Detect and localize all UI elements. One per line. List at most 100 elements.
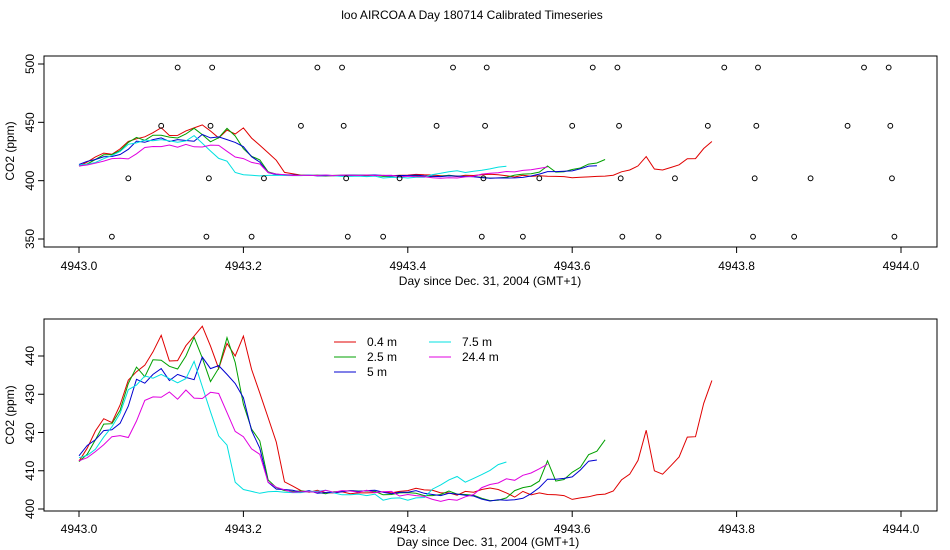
scatter-point <box>207 122 214 129</box>
scatter-point <box>616 122 622 129</box>
scatter-point <box>158 122 165 129</box>
bottom-y-axis: 400 410 420 430 440 <box>23 346 44 519</box>
series-line-0_4m <box>78 325 713 500</box>
x-tick-label: 4944.0 <box>883 522 920 536</box>
legend-label: 2.5 m <box>367 350 397 364</box>
scatter-point <box>298 122 304 129</box>
scatter-point <box>844 122 851 129</box>
scatter-point <box>569 122 576 129</box>
top-plot-frame <box>43 55 938 248</box>
scatter-point <box>480 175 487 182</box>
scatter-point <box>344 233 351 240</box>
legend-label: 0.4 m <box>367 335 397 349</box>
scatter-point <box>108 233 115 240</box>
scatter-point <box>887 122 894 129</box>
scatter-point <box>755 64 761 71</box>
scatter-point <box>614 64 621 71</box>
top-x-axis: 4943.0 4943.2 4943.4 4943.6 4943.8 4944.0 <box>61 247 920 273</box>
scatter-point <box>174 64 181 71</box>
scatter-point <box>519 233 526 240</box>
scatter-point <box>750 233 756 240</box>
top-y-axis-label: CO2 (ppm) <box>3 121 17 180</box>
scatter-point <box>125 175 132 182</box>
scatter-point <box>482 122 488 129</box>
series-line-24_4m <box>78 389 548 502</box>
y-tick-label: 430 <box>23 384 37 404</box>
scatter-point <box>209 64 216 71</box>
scatter-point <box>885 64 892 71</box>
y-tick-label: 500 <box>23 54 37 74</box>
scatter-point <box>672 175 678 182</box>
y-tick-label: 410 <box>23 460 37 480</box>
x-tick-label: 4943.4 <box>389 259 426 273</box>
scatter-point <box>261 175 267 182</box>
scatter-point <box>889 175 895 182</box>
scatter-point <box>203 233 210 240</box>
scatter-point <box>721 64 728 71</box>
y-tick-label: 420 <box>23 422 37 442</box>
bottom-series-lines <box>78 325 713 502</box>
x-tick-label: 4943.4 <box>389 522 426 536</box>
x-tick-label: 4943.6 <box>554 259 591 273</box>
series-line-1 <box>78 127 606 179</box>
scatter-point <box>343 175 350 182</box>
scatter-point <box>314 64 321 71</box>
legend-label: 7.5 m <box>462 335 492 349</box>
y-tick-label: 350 <box>23 229 37 249</box>
series-line-0 <box>78 124 713 179</box>
y-tick-label: 400 <box>23 499 37 519</box>
scatter-point <box>619 233 626 240</box>
scatter-point <box>617 175 624 182</box>
scatter-point <box>205 175 212 182</box>
x-tick-label: 4943.0 <box>61 259 98 273</box>
top-panel: 4943.0 4943.2 4943.4 4943.6 4943.8 4944.0 350… <box>3 54 938 288</box>
legend: 0.4 m2.5 m5 m 7.5 m24.4 m <box>334 335 499 379</box>
scatter-point <box>704 122 711 129</box>
top-y-axis: 350 400 450 500 <box>23 54 44 249</box>
top-x-axis-label: Day since Dec. 31, 2004 (GMT+1) <box>399 274 581 288</box>
x-tick-label: 4944.0 <box>883 259 920 273</box>
legend-label: 5 m <box>367 365 387 379</box>
series-line-5m <box>78 356 597 502</box>
figure-title: loo AIRCOA A Day 180714 Calibrated Times… <box>341 8 602 22</box>
scatter-point <box>536 175 543 182</box>
scatter-point <box>340 122 347 129</box>
x-tick-label: 4943.2 <box>225 522 262 536</box>
y-tick-label: 400 <box>23 170 37 190</box>
scatter-point <box>807 175 814 182</box>
top-series-lines <box>78 124 713 179</box>
x-tick-label: 4943.8 <box>718 522 755 536</box>
scatter-point <box>450 64 456 71</box>
scatter-point <box>433 122 440 129</box>
series-line-2 <box>78 133 597 179</box>
scatter-point <box>791 233 798 240</box>
bottom-plot-frame <box>43 318 938 512</box>
scatter-point <box>339 64 345 71</box>
series-line-2_5m <box>78 335 606 502</box>
bottom-y-axis-label: CO2 (ppm) <box>3 385 17 444</box>
scatter-point <box>751 175 758 182</box>
top-scatter-points <box>108 64 898 240</box>
bottom-x-axis-label: Day since Dec. 31, 2004 (GMT+1) <box>397 535 579 549</box>
bottom-x-axis: 4943.0 4943.2 4943.4 4943.6 4943.8 4944.0 <box>61 511 920 536</box>
scatter-point <box>655 233 662 240</box>
series-line-4 <box>78 143 548 179</box>
scatter-point <box>396 175 403 182</box>
legend-label: 24.4 m <box>462 350 499 364</box>
x-tick-label: 4943.6 <box>554 522 591 536</box>
x-tick-label: 4943.8 <box>718 259 755 273</box>
scatter-point <box>861 64 867 71</box>
scatter-point <box>589 64 596 71</box>
x-tick-label: 4943.0 <box>61 522 98 536</box>
x-tick-label: 4943.2 <box>225 259 262 273</box>
scatter-point <box>483 64 490 71</box>
scatter-point <box>380 233 387 240</box>
scatter-point <box>891 233 898 240</box>
scatter-point <box>248 233 255 240</box>
scatter-point <box>478 233 485 240</box>
y-tick-label: 440 <box>23 346 37 366</box>
bottom-panel: 4943.0 4943.2 4943.4 4943.6 4943.8 4944.0 400… <box>3 318 938 549</box>
scatter-point <box>753 122 760 129</box>
y-tick-label: 450 <box>23 112 37 132</box>
